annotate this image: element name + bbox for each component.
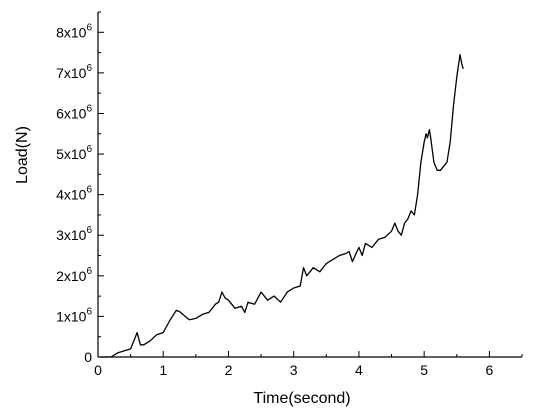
x-tick-label: 4 — [355, 362, 363, 378]
tick-marks — [97, 11, 523, 358]
y-axis-title: Load(N) — [14, 126, 31, 184]
y-tick-label: 8x106 — [56, 22, 92, 40]
y-tick-label: 1x106 — [56, 306, 92, 324]
x-tick-label: 5 — [420, 362, 428, 378]
series — [101, 53, 464, 358]
y-tick-label: 3x106 — [56, 225, 92, 243]
y-tick-label: 0 — [84, 349, 92, 365]
x-tick-label: 6 — [485, 362, 493, 378]
axes — [97, 12, 522, 358]
y-tick-label: 4x106 — [56, 185, 92, 203]
x-axis-title: Time(second) — [253, 390, 350, 407]
y-tick-label: 2x106 — [56, 266, 92, 284]
series-line — [101, 53, 464, 358]
y-tick-label: 7x106 — [56, 63, 92, 81]
x-tick-label: 2 — [225, 362, 233, 378]
y-tick-labels: 0 1x106 2x106 3x106 4x106 5x106 6x106 7x106 8x10… — [56, 22, 92, 365]
x-tick-label: 0 — [94, 362, 102, 378]
x-tick-label: 3 — [290, 362, 298, 378]
x-tick-label: 1 — [159, 362, 167, 378]
x-tick-labels: 0 1 2 3 4 5 6 — [94, 362, 493, 378]
y-tick-label: 5x106 — [56, 144, 92, 162]
y-tick-label: 6x106 — [56, 103, 92, 121]
